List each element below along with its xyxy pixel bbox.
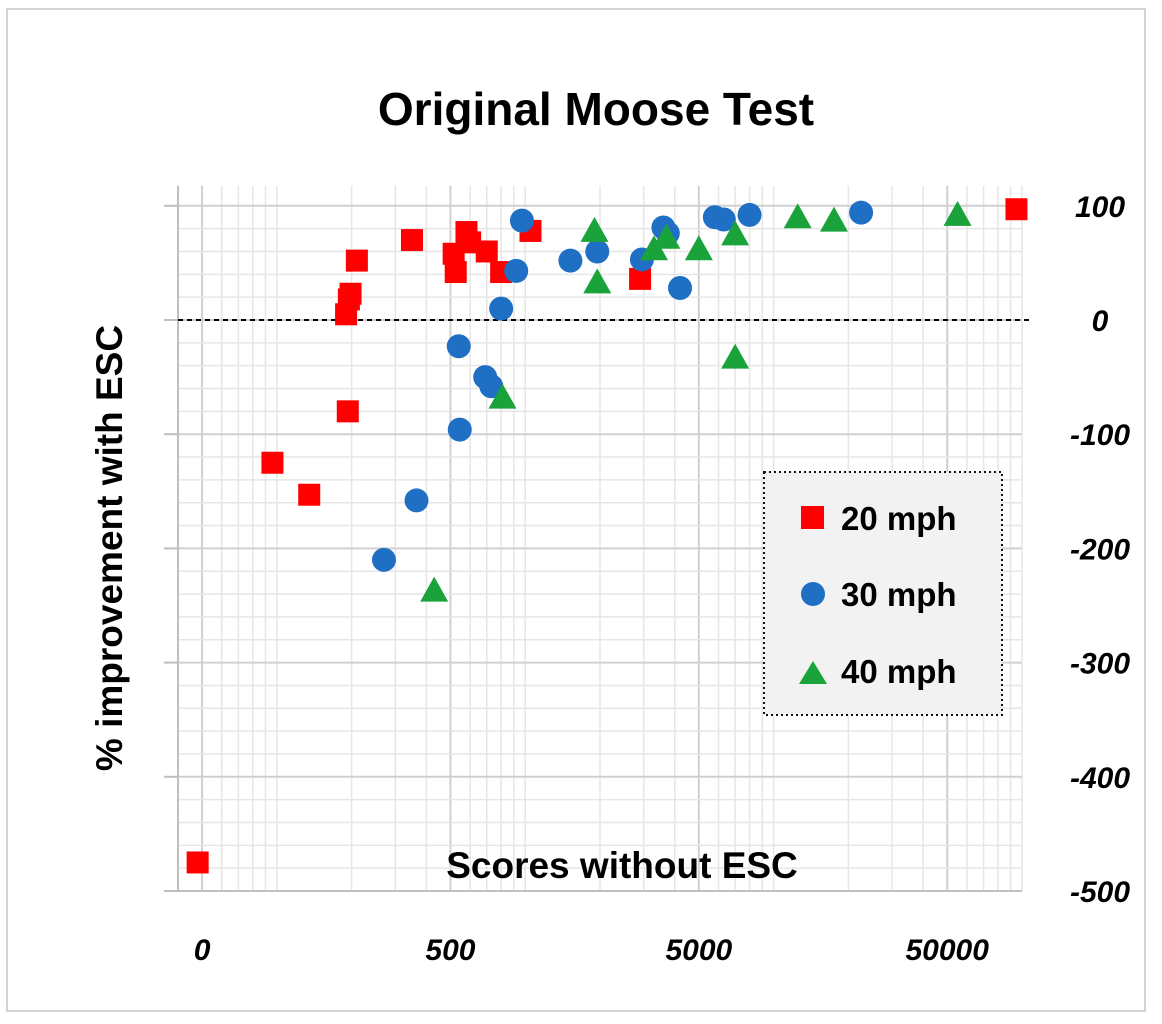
x-axis-title: Scores without ESC (446, 845, 798, 886)
point-40mph (488, 383, 517, 409)
legend-marker-40mph (799, 661, 827, 684)
y-tick-label: -400 (1070, 762, 1130, 795)
legend-marker-20mph (801, 506, 824, 529)
point-30mph (509, 208, 534, 233)
point-30mph (558, 248, 583, 273)
point-20mph (400, 229, 423, 252)
point-30mph (371, 547, 396, 572)
point-40mph (783, 203, 812, 229)
legend-label-20mph: 20 mph (841, 500, 957, 537)
legend-label-40mph: 40 mph (841, 653, 957, 690)
x-tick-labels: 0 500 5000 50000 (194, 934, 990, 967)
point-40mph (819, 206, 848, 232)
point-20mph (186, 851, 209, 874)
y-axis-title: % improvement with ESC (89, 325, 130, 771)
point-30mph (447, 417, 472, 442)
y-tick-labels: 100 0 -100 -200 -300 -400 -500 (1070, 191, 1130, 909)
point-40mph (684, 235, 713, 261)
point-40mph (721, 220, 750, 246)
point-20mph (336, 400, 359, 423)
point-30mph (446, 334, 471, 359)
chart-frame: Original Moose Test 100 0 -100 -200 -300 -400… (6, 8, 1146, 1012)
point-20mph (475, 240, 498, 263)
x-tick-label: 500 (425, 934, 475, 967)
point-40mph (721, 343, 750, 369)
y-tick-label: -200 (1070, 533, 1130, 566)
point-30mph (849, 200, 874, 225)
point-40mph (943, 200, 972, 226)
point-30mph (479, 374, 504, 399)
point-40mph (420, 576, 449, 602)
y-tick-label: -300 (1070, 648, 1130, 681)
legend-label-30mph: 30 mph (841, 576, 957, 613)
x-tick-label: 5000 (665, 934, 732, 967)
point-30mph (404, 488, 429, 513)
point-40mph (580, 216, 609, 242)
y-tick-label: 0 (1092, 305, 1109, 338)
data-points (186, 198, 1028, 874)
point-20mph (444, 261, 467, 284)
y-tick-label: -100 (1070, 419, 1130, 452)
point-40mph (652, 223, 681, 249)
x-tick-label: 0 (194, 934, 211, 967)
point-20mph (339, 282, 362, 305)
point-30mph (489, 296, 514, 321)
point-40mph (583, 268, 612, 294)
point-30mph (668, 276, 693, 301)
point-20mph (459, 231, 482, 254)
point-30mph (737, 202, 762, 227)
legend: 20 mph 30 mph 40 mph (763, 471, 1003, 716)
x-tick-label: 50000 (906, 934, 990, 967)
point-30mph (504, 258, 529, 283)
point-20mph (1005, 198, 1028, 221)
point-20mph (298, 483, 321, 506)
point-20mph (345, 249, 368, 272)
scatter-chart: Original Moose Test 100 0 -100 -200 -300 -400… (89, 83, 1130, 967)
legend-marker-30mph (801, 582, 825, 606)
point-20mph (629, 267, 652, 290)
point-30mph (585, 239, 610, 264)
y-tick-label: 100 (1075, 191, 1125, 224)
y-tick-label: -500 (1070, 876, 1130, 909)
point-30mph (711, 207, 736, 232)
point-20mph (261, 451, 284, 474)
chart-title: Original Moose Test (378, 83, 814, 135)
